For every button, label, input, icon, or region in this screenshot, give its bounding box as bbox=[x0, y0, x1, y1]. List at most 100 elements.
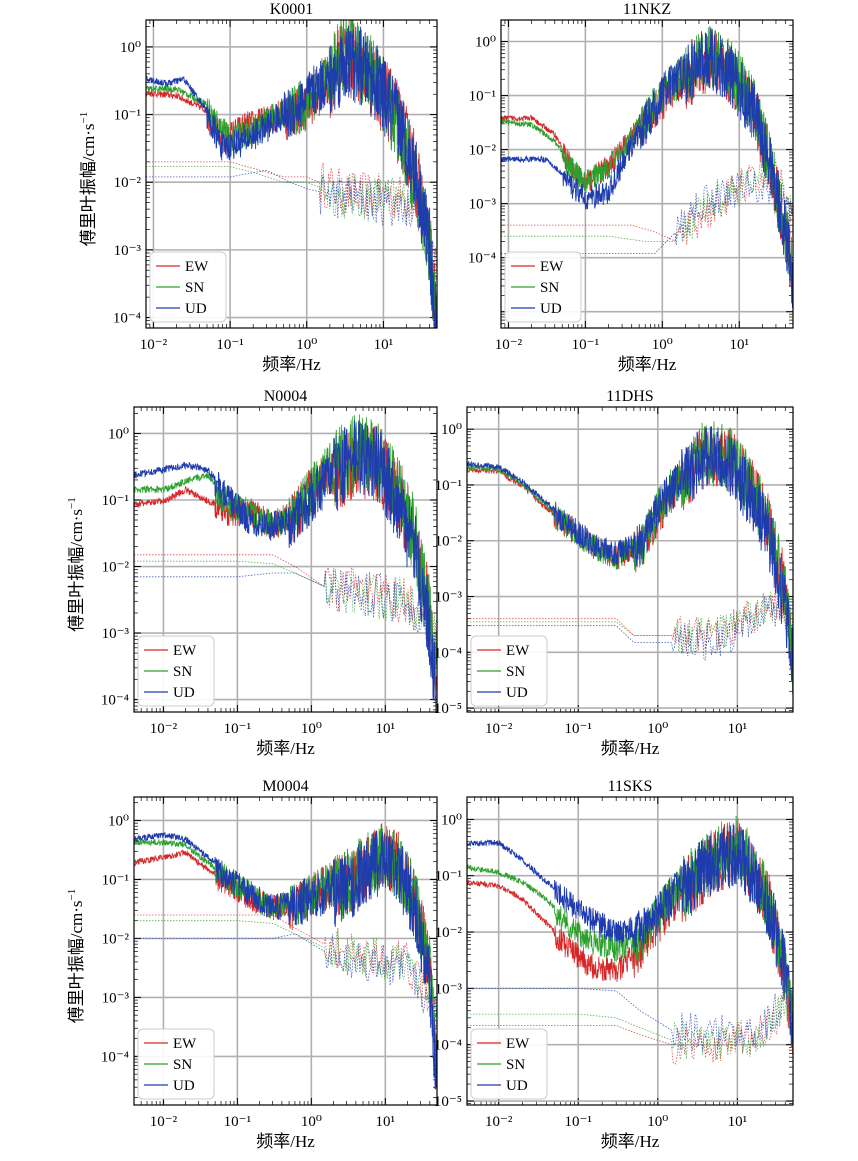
x-tick-label: 10⁰ bbox=[301, 721, 322, 737]
x-axis-label: 频率/Hz bbox=[262, 355, 321, 374]
x-axis-label: 频率/Hz bbox=[601, 739, 660, 758]
y-tick-label: 10⁻³ bbox=[102, 626, 130, 642]
signal-line-ud bbox=[467, 823, 793, 1045]
x-tick-label: 10⁻¹ bbox=[216, 337, 243, 353]
noise-line-sn bbox=[134, 560, 437, 648]
axes-frame bbox=[500, 19, 794, 329]
legend-box bbox=[137, 635, 215, 707]
noise-line-sn bbox=[467, 994, 793, 1060]
legend-label-sn: SN bbox=[173, 664, 192, 680]
legend-label-ew: EW bbox=[540, 259, 564, 275]
y-axis-label: 傅里叶振幅/cm·s−1 bbox=[78, 112, 98, 247]
legend-box bbox=[470, 1028, 548, 1100]
signal-line-ud bbox=[146, 25, 437, 328]
y-tick-label: 10⁻² bbox=[102, 560, 130, 576]
y-tick-label: 10⁻¹ bbox=[114, 108, 141, 124]
legend-label-ud: UD bbox=[173, 1078, 195, 1094]
noise-line-ud bbox=[467, 595, 793, 661]
y-tick-label: 10⁻⁵ bbox=[434, 1094, 462, 1110]
noise-line-ud bbox=[146, 169, 437, 301]
signal-line-ud bbox=[134, 419, 437, 712]
noise-line-sn bbox=[467, 590, 793, 654]
y-tick-label: 10⁻¹ bbox=[102, 493, 129, 509]
x-tick-label: 10⁻² bbox=[150, 1114, 178, 1130]
x-tick-label: 10⁻² bbox=[495, 337, 523, 353]
x-axis-label: 频率/Hz bbox=[601, 1132, 660, 1151]
y-tick-label: 10⁻² bbox=[435, 534, 463, 550]
spectrum-panel-k0001: 10⁻² 10⁻¹ 10⁰ 10¹ 10⁻⁴ 10⁻³ 10⁻² 10⁻¹ 10⁰ K0001 频率… bbox=[78, 1, 438, 374]
legend-label-ew: EW bbox=[506, 643, 530, 659]
panel-title: K0001 bbox=[270, 1, 314, 18]
legend-label-sn: SN bbox=[506, 664, 525, 680]
x-tick-label: 10⁰ bbox=[296, 337, 317, 353]
legend-label-ud: UD bbox=[173, 685, 195, 701]
legend-label-sn: SN bbox=[185, 280, 204, 296]
y-tick-label: 10⁻³ bbox=[102, 990, 130, 1006]
x-tick-label: 10¹ bbox=[729, 337, 749, 353]
noise-line-ew bbox=[501, 156, 793, 246]
legend-box bbox=[504, 251, 582, 323]
legend-box bbox=[470, 635, 548, 707]
y-tick-label: 10⁰ bbox=[475, 35, 496, 51]
y-tick-label: 10⁻² bbox=[102, 931, 130, 947]
y-tick-label: 10⁻³ bbox=[435, 981, 463, 997]
axes-frame bbox=[466, 406, 794, 713]
spectrum-panel-11sks: 10⁻² 10⁻¹ 10⁰ 10¹ 10⁻⁵ 10⁻⁴ 10⁻³ 10⁻² 10⁻¹ 10⁰ 11S… bbox=[434, 778, 794, 1151]
y-tick-label: 10⁻⁵ bbox=[434, 701, 462, 717]
noise-line-ew bbox=[134, 554, 437, 652]
x-tick-label: 10⁻² bbox=[140, 337, 168, 353]
x-tick-label: 10¹ bbox=[374, 337, 394, 353]
legend-label-ud: UD bbox=[540, 301, 562, 317]
panel-title: M0004 bbox=[262, 778, 308, 795]
x-tick-label: 10⁻¹ bbox=[224, 721, 251, 737]
noise-line-sn bbox=[134, 920, 437, 1028]
noise-line-ud bbox=[134, 933, 437, 1020]
x-tick-label: 10⁻² bbox=[485, 721, 513, 737]
x-tick-label: 10⁻¹ bbox=[565, 721, 592, 737]
y-tick-label: 10⁻¹ bbox=[102, 872, 129, 888]
spectrum-panel-n0004: 10⁻² 10⁻¹ 10⁰ 10¹ 10⁻⁴ 10⁻³ 10⁻² 10⁻¹ 10⁰ N0004 频率… bbox=[66, 388, 438, 758]
noise-line-ud bbox=[134, 569, 437, 646]
noise-line-ud bbox=[467, 985, 793, 1052]
x-tick-label: 10⁰ bbox=[647, 721, 668, 737]
y-axis-label: 傅里叶振幅/cm·s−1 bbox=[66, 889, 86, 1024]
x-axis-label: 频率/Hz bbox=[618, 355, 677, 374]
axes-frame bbox=[133, 796, 438, 1106]
x-axis-label: 频率/Hz bbox=[256, 1132, 315, 1151]
x-tick-label: 10⁻¹ bbox=[572, 337, 599, 353]
noise-line-ew bbox=[467, 587, 793, 651]
noise-line-sn bbox=[146, 166, 437, 284]
y-tick-label: 10⁻⁴ bbox=[101, 693, 129, 709]
legend-label-ew: EW bbox=[173, 643, 197, 659]
legend-label-sn: SN bbox=[506, 1057, 525, 1073]
y-tick-label: 10⁻¹ bbox=[435, 869, 462, 885]
x-tick-label: 10¹ bbox=[728, 721, 748, 737]
y-tick-label: 10⁰ bbox=[108, 426, 129, 442]
legend-box bbox=[149, 251, 227, 323]
y-tick-label: 10⁻² bbox=[469, 143, 497, 159]
legend-label-sn: SN bbox=[540, 280, 559, 296]
legend: EW SN UD bbox=[137, 1028, 215, 1100]
x-tick-label: 10¹ bbox=[376, 721, 396, 737]
x-tick-label: 10⁰ bbox=[301, 1114, 322, 1130]
y-tick-label: 10⁻³ bbox=[435, 590, 463, 606]
noise-line-sn bbox=[501, 160, 793, 243]
y-tick-label: 10⁰ bbox=[108, 813, 129, 829]
legend: EW SN UD bbox=[149, 251, 227, 323]
y-tick-label: 10⁻⁴ bbox=[101, 1049, 129, 1065]
legend: EW SN UD bbox=[470, 1028, 548, 1100]
spectrum-panel-m0004: 10⁻² 10⁻¹ 10⁰ 10¹ 10⁻⁴ 10⁻³ 10⁻² 10⁻¹ 10⁰ M0004 频率… bbox=[66, 778, 438, 1151]
x-tick-label: 10¹ bbox=[376, 1114, 396, 1130]
panel-title: 11NKZ bbox=[623, 1, 671, 18]
noise-line-ew bbox=[146, 161, 437, 280]
noise-line-ew bbox=[467, 992, 793, 1065]
y-tick-label: 10⁻⁴ bbox=[113, 311, 141, 327]
y-tick-label: 10⁻³ bbox=[114, 243, 142, 259]
x-tick-label: 10⁰ bbox=[652, 337, 673, 353]
legend: EW SN UD bbox=[504, 251, 582, 323]
signal-line-ud bbox=[501, 27, 793, 308]
y-tick-label: 10⁰ bbox=[441, 422, 462, 438]
y-tick-label: 10⁻² bbox=[435, 925, 463, 941]
panel-title: N0004 bbox=[264, 388, 308, 405]
